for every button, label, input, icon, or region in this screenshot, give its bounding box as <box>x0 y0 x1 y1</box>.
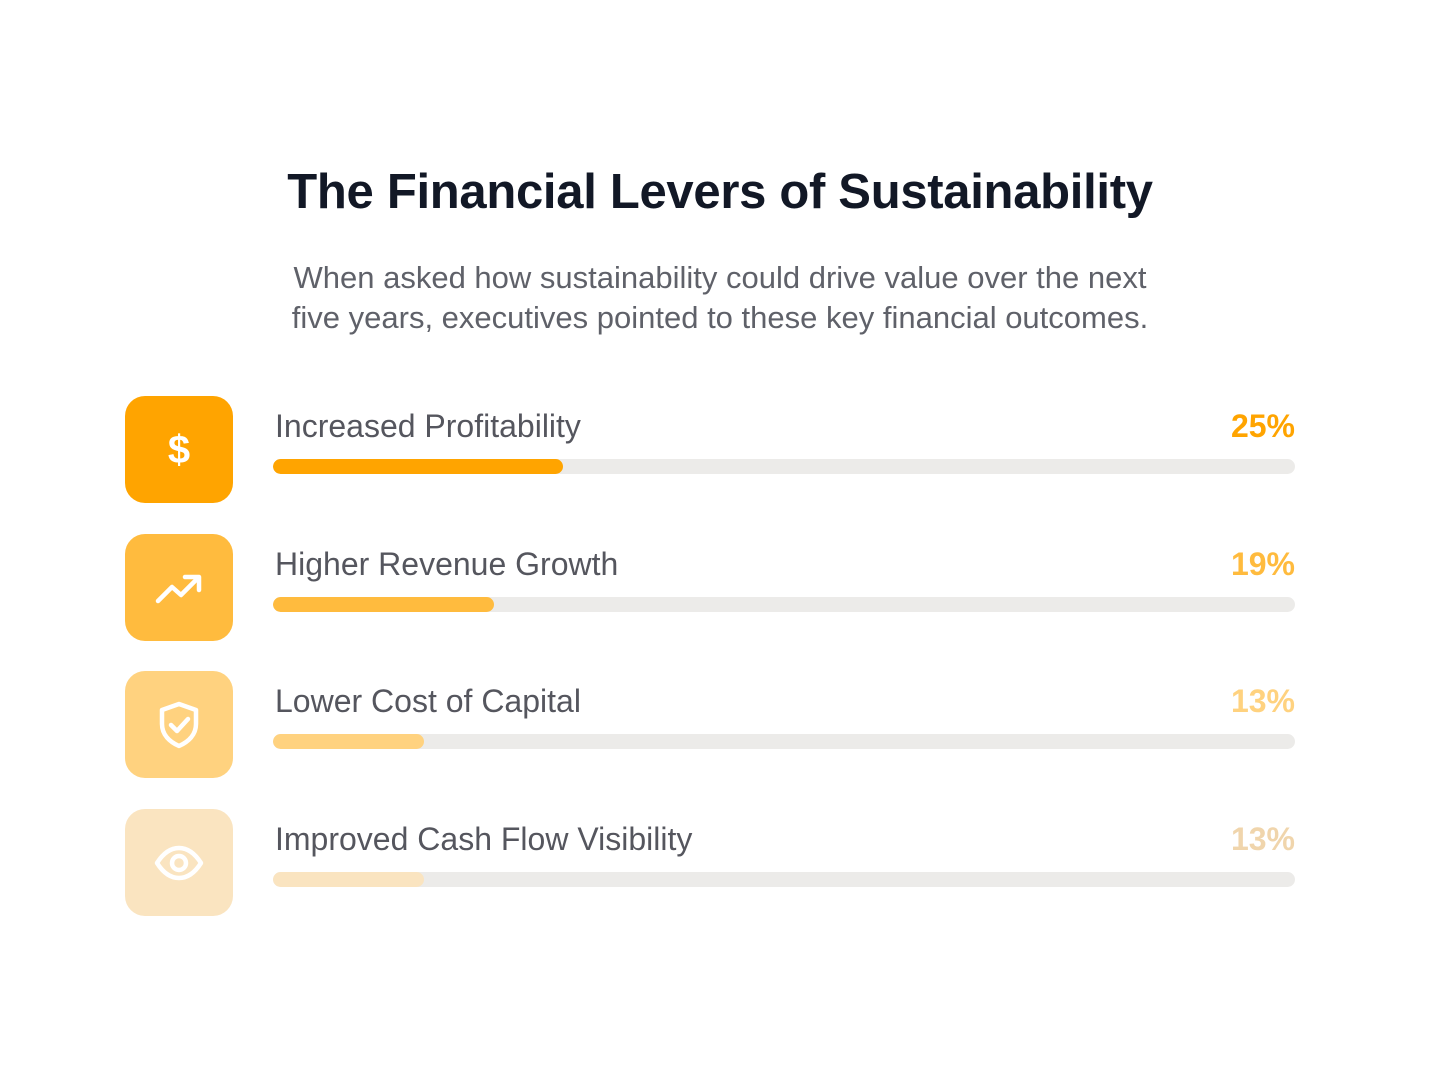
category-label: Increased Profitability <box>275 408 581 444</box>
eye-icon <box>125 809 233 916</box>
bar-track <box>273 734 1295 749</box>
dollar-icon: $ <box>125 396 233 503</box>
category-label: Lower Cost of Capital <box>275 683 581 719</box>
chart-row: Higher Revenue Growth 19% <box>125 534 1295 641</box>
shield-check-icon <box>125 671 233 778</box>
bar-track <box>273 872 1295 887</box>
value-label: 13% <box>1230 821 1295 857</box>
bar-fill <box>273 459 563 474</box>
value-label: 19% <box>1230 546 1295 582</box>
category-label: Higher Revenue Growth <box>275 546 619 582</box>
bar-fill <box>273 734 424 749</box>
chart-row: Lower Cost of Capital 13% <box>125 671 1295 778</box>
value-label: 25% <box>1230 408 1295 444</box>
subtitle-line-2: five years, executives pointed to these … <box>291 300 1149 335</box>
page-subtitle: When asked how sustainability could driv… <box>200 258 1240 338</box>
chart-row: $ Increased Profitability 25% <box>125 396 1295 503</box>
bar-track <box>273 597 1295 612</box>
bar-track <box>273 459 1295 474</box>
page-title: The Financial Levers of Sustainability <box>287 165 1153 219</box>
bar-fill <box>273 597 494 612</box>
bar-fill <box>273 872 424 887</box>
svg-text:$: $ <box>168 430 190 470</box>
subtitle-line-1: When asked how sustainability could driv… <box>293 260 1147 295</box>
trending-up-icon <box>125 534 233 641</box>
category-label: Improved Cash Flow Visibility <box>275 821 693 857</box>
chart-row: Improved Cash Flow Visibility 13% <box>125 809 1295 916</box>
value-label: 13% <box>1230 683 1295 719</box>
